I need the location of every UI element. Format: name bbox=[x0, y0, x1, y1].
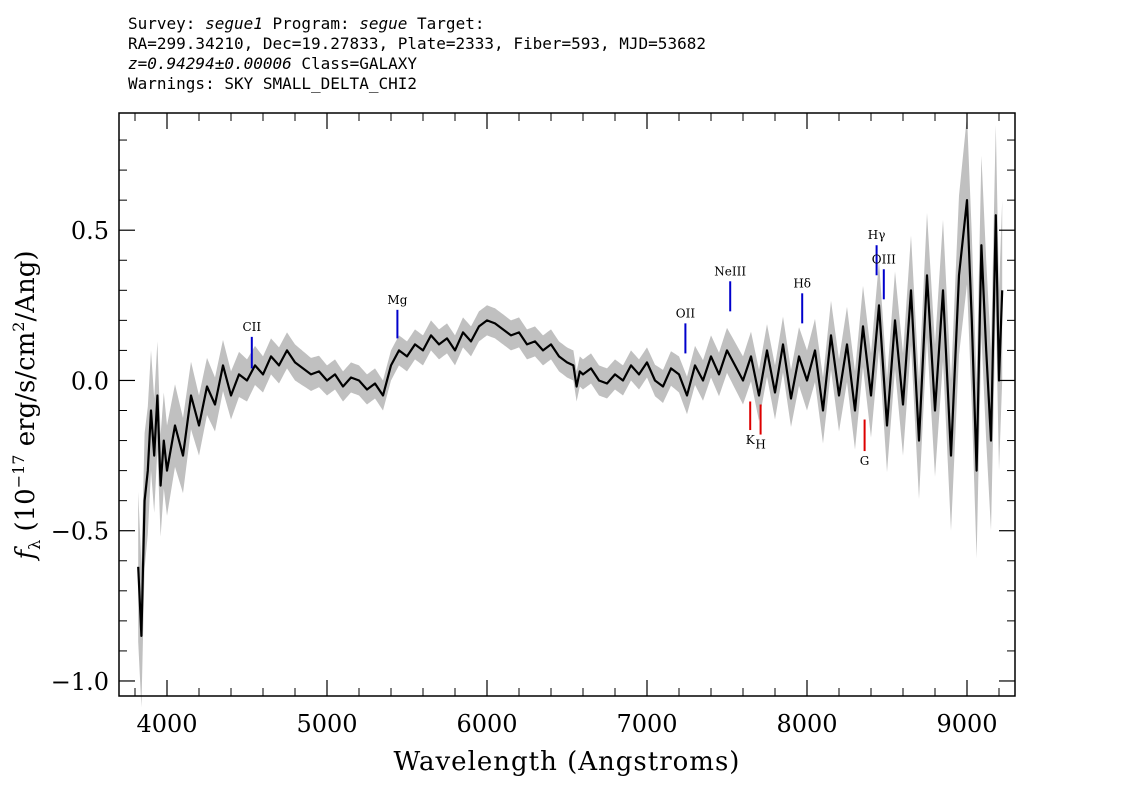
header-line-redshift: z=0.94294±0.00006 Class=GALAXY bbox=[128, 54, 706, 74]
survey-label: Survey: bbox=[128, 14, 196, 33]
y-tick-label: 0.5 bbox=[71, 217, 109, 245]
x-tick-label: 7000 bbox=[616, 710, 677, 738]
redshift-value: z=0.94294±0.00006 bbox=[128, 54, 292, 73]
x-axis-title: Wavelength (Angstroms) bbox=[394, 747, 741, 777]
y-tick-label: −1.0 bbox=[51, 668, 109, 696]
plot-frame bbox=[118, 112, 1016, 697]
marker-oii-label: OII bbox=[676, 306, 696, 320]
marker-neiii-label: NeIII bbox=[714, 264, 746, 278]
marker-g-label: G bbox=[860, 454, 870, 468]
x-tick-label: 4000 bbox=[136, 710, 197, 738]
survey-value: segue1 bbox=[205, 14, 263, 33]
x-tick-label: 8000 bbox=[776, 710, 837, 738]
marker-h-label: Hδ bbox=[793, 276, 811, 290]
header-line-survey: Survey: segue1 Program: segue Target: bbox=[128, 14, 706, 34]
marker-k-label: K bbox=[746, 433, 756, 447]
y-tick-label: −0.5 bbox=[51, 518, 109, 546]
x-tick-label: 5000 bbox=[296, 710, 357, 738]
axis-ticks bbox=[119, 113, 1015, 696]
marker-mg-label: Mg bbox=[387, 293, 407, 307]
y-tick-label: 0.0 bbox=[71, 367, 109, 395]
marker-h-label: H bbox=[755, 438, 765, 452]
x-tick-label: 6000 bbox=[456, 710, 517, 738]
marker-h-label: Hγ bbox=[868, 228, 886, 242]
header-line-warnings: Warnings: SKY SMALL_DELTA_CHI2 bbox=[128, 74, 417, 93]
x-tick-label: 9000 bbox=[936, 710, 997, 738]
flux-line bbox=[137, 199, 1004, 638]
spectrum-header: Survey: segue1 Program: segue Target: RA… bbox=[128, 14, 706, 94]
flux-error-band bbox=[138, 116, 1003, 708]
program-value: segue bbox=[359, 14, 408, 33]
target-label: Target: bbox=[417, 14, 485, 33]
plot-data-layer bbox=[137, 116, 1004, 708]
class-value: Class=GALAXY bbox=[301, 54, 417, 73]
marker-oiii-label: OIII bbox=[872, 252, 896, 266]
spectral-line-markers: CII Mg OII NeIII Hδ Hγ OIII K H G bbox=[242, 228, 896, 468]
program-label: Program: bbox=[272, 14, 350, 33]
tick-labels: 4000 5000 6000 7000 8000 9000 −1.0 −0.5 0.0 0.5 bbox=[51, 217, 998, 738]
marker-cii-label: CII bbox=[242, 320, 261, 334]
y-axis-title: fλ (10−17 erg/s/cm2/Ang) bbox=[9, 250, 44, 561]
header-line-coordinates: RA=299.34210, Dec=19.27833, Plate=2333, … bbox=[128, 34, 706, 53]
